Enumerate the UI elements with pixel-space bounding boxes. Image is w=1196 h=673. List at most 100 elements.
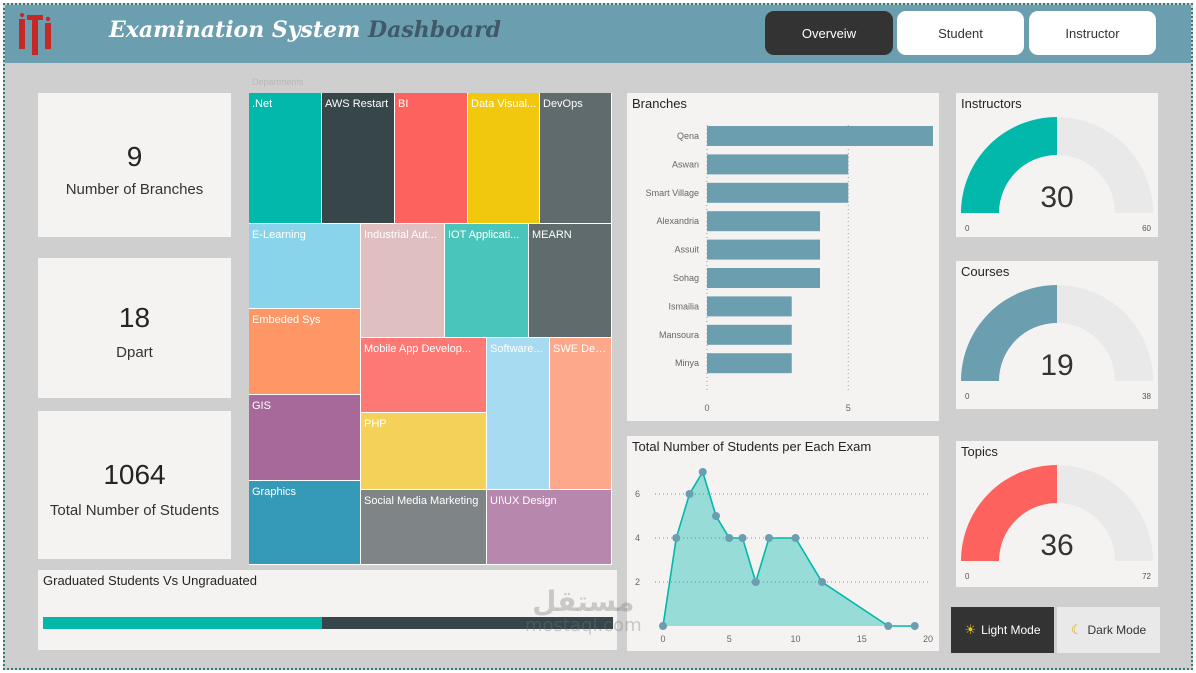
branches-category-label: Qena — [677, 131, 699, 141]
treemap-tile-label: .Net — [252, 98, 273, 110]
students-per-exam-card: Total Number of Students per Each Exam 6… — [627, 436, 939, 651]
area-y-tick-label: 4 — [635, 533, 640, 543]
area-x-tick-label: 10 — [790, 634, 800, 644]
branches-category-label: Ismailia — [668, 301, 699, 311]
area-data-point — [659, 622, 667, 630]
branches-bar — [707, 182, 849, 203]
gauge-min-label: 0 — [965, 224, 970, 233]
moon-icon: ☾ — [1070, 622, 1083, 637]
area-data-point — [765, 534, 773, 542]
graduated-card: Graduated Students Vs Ungraduated — [38, 570, 617, 650]
branches-card: Branches 0 5 Qena Aswan Smart Village Alexand… — [627, 93, 939, 421]
gauge-value: 19 — [1040, 349, 1073, 382]
branches-bar-chart: 0 5 Qena Aswan Smart Village Alexandria Assuit… — [646, 125, 933, 413]
branches-title: Branches — [632, 96, 687, 111]
instructors-gauge-card: Instructors 30 0 60 — [956, 93, 1158, 237]
area-data-point — [725, 534, 734, 542]
light-mode-button[interactable]: ☀ Light Mode — [951, 607, 1054, 653]
kpi-students-label: Total Number of Students — [49, 502, 220, 519]
treemap-tile-label: GIS — [252, 400, 271, 412]
area-x-tick-label: 5 — [727, 634, 732, 644]
area-data-point — [751, 578, 760, 586]
gauge-max-label: 72 — [1142, 572, 1151, 581]
treemap-tile[interactable]: SWE Dev... — [550, 338, 612, 490]
treemap-tile[interactable]: E-Learning — [249, 224, 361, 309]
dashboard-canvas: iTi Examination System Dashboard Overvei… — [3, 3, 1193, 670]
dashboard-title: Examination System Dashboard — [109, 17, 501, 43]
area-data-point — [672, 534, 681, 542]
kpi-departments-label: Dpart — [116, 344, 153, 361]
branches-category-label: Alexandria — [656, 216, 699, 226]
treemap-tile[interactable]: GIS — [249, 395, 361, 481]
gauge-max-label: 38 — [1142, 392, 1151, 401]
gauge-min-label: 0 — [965, 572, 970, 581]
treemap-tile-label: Social Media Marketing — [364, 495, 479, 507]
branches-x-tick-label: 0 — [704, 403, 709, 413]
treemap-tile-label: MEARN — [532, 229, 572, 241]
treemap-tile[interactable]: .Net — [249, 93, 322, 224]
branches-x-tick-label: 5 — [846, 403, 851, 413]
light-mode-label: Light Mode — [981, 623, 1041, 637]
area-x-tick-label: 15 — [857, 634, 867, 644]
dark-mode-label: Dark Mode — [1087, 623, 1147, 637]
gauge-fill — [961, 285, 1057, 381]
treemap-tile-label: Data Visual... — [471, 98, 537, 110]
branches-category-label: Minya — [675, 358, 699, 368]
treemap-tile[interactable]: Software... — [487, 338, 550, 490]
graduated-segment[interactable] — [43, 617, 323, 629]
nav-overview-button[interactable]: Overveiw — [765, 11, 893, 55]
kpi-branches-label: Number of Branches — [65, 181, 204, 198]
title-main: Examination System — [109, 17, 361, 43]
treemap-tile-label: Industrial Aut... — [364, 229, 437, 241]
treemap-tile-label: PHP — [364, 418, 387, 430]
nav-instructor-button[interactable]: Instructor — [1029, 11, 1156, 55]
topics-gauge-title: Topics — [961, 444, 998, 459]
treemap-tile[interactable]: Embeded Sys — [249, 309, 361, 395]
area-y-tick-label: 2 — [635, 577, 640, 587]
area-data-point — [791, 534, 800, 542]
treemap-tile-label: DevOps — [543, 98, 583, 110]
treemap-title: Departments — [252, 77, 304, 87]
treemap-tile[interactable]: Graphics — [249, 481, 361, 565]
treemap-tile[interactable]: PHP — [361, 413, 487, 490]
branches-bar — [707, 211, 820, 232]
ungraduated-segment[interactable] — [322, 617, 613, 629]
treemap-tile-label: BI — [398, 98, 409, 110]
treemap-tile[interactable]: DevOps — [540, 93, 612, 224]
treemap-tile-label: AWS Restart — [325, 98, 389, 110]
branches-bar — [707, 268, 820, 288]
area-data-point — [685, 490, 694, 498]
dark-mode-button[interactable]: ☾ Dark Mode — [1057, 607, 1160, 653]
kpi-branches-value: 9 — [126, 141, 143, 172]
area-data-point — [712, 512, 720, 520]
title-accent: Dashboard — [368, 17, 502, 43]
area-data-point — [884, 622, 893, 630]
graduated-title: Graduated Students Vs Ungraduated — [43, 573, 257, 588]
treemap-tile-label: Mobile App Develop... — [364, 343, 472, 355]
treemap-tile[interactable]: BI — [395, 93, 468, 224]
kpi-branches-card: 9 Number of Branches — [38, 93, 231, 237]
treemap-tile[interactable]: UI\UX Design — [487, 490, 612, 565]
gauge-min-label: 0 — [965, 392, 970, 401]
area-data-point — [698, 468, 707, 476]
treemap-tile[interactable]: Social Media Marketing — [361, 490, 487, 565]
nav-student-button[interactable]: Student — [897, 11, 1024, 55]
treemap-tile-label: Graphics — [252, 486, 297, 498]
sun-icon: ☀ — [964, 622, 977, 637]
treemap-tile-label: Software... — [490, 343, 543, 355]
instructors-gauge: 30 0 60 — [961, 117, 1153, 233]
gauge-fill — [961, 465, 1057, 561]
branches-category-label: Smart Village — [646, 188, 699, 198]
treemap-tile[interactable]: Mobile App Develop... — [361, 338, 487, 413]
treemap-tile[interactable]: AWS Restart — [322, 93, 395, 224]
branches-category-label: Aswan — [672, 159, 699, 169]
treemap-tile[interactable]: Industrial Aut... — [361, 224, 445, 338]
area-data-point — [738, 534, 747, 542]
topics-gauge: 36 0 72 — [961, 465, 1153, 581]
treemap-tile[interactable]: IOT Applicati... — [445, 224, 529, 338]
treemap-tile[interactable]: MEARN — [529, 224, 612, 338]
branches-bar — [707, 239, 820, 260]
treemap-tile[interactable]: Data Visual... — [468, 93, 540, 224]
treemap-tile-label: IOT Applicati... — [448, 229, 520, 241]
branches-category-label: Assuit — [674, 245, 699, 255]
